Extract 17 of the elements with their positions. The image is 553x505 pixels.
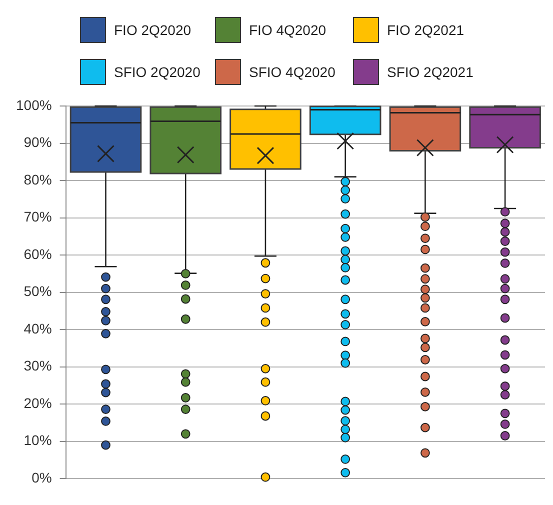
y-tick-label: 90% [24, 134, 52, 150]
legend-label: SFIO 2Q2020 [114, 64, 200, 80]
y-tick-label: 30% [24, 358, 52, 374]
legend-label: SFIO 4Q2020 [249, 64, 336, 80]
y-tick-label: 80% [24, 171, 52, 188]
legend-label: FIO 4Q2020 [249, 22, 326, 38]
legend-label: SFIO 2Q2021 [387, 64, 474, 80]
y-tick-label: 70% [24, 208, 52, 225]
legend-label: FIO 2Q2020 [114, 22, 192, 38]
y-tick-label: 0% [32, 469, 52, 486]
y-tick-label: 50% [24, 283, 52, 300]
y-tick-label: 60% [24, 246, 52, 262]
y-tick-label: 20% [24, 394, 52, 411]
y-tick-label: 40% [24, 320, 52, 336]
y-tick-label: 100% [16, 96, 52, 113]
y-tick-label: 10% [24, 432, 52, 448]
legend-label: FIO 2Q2021 [387, 22, 464, 38]
